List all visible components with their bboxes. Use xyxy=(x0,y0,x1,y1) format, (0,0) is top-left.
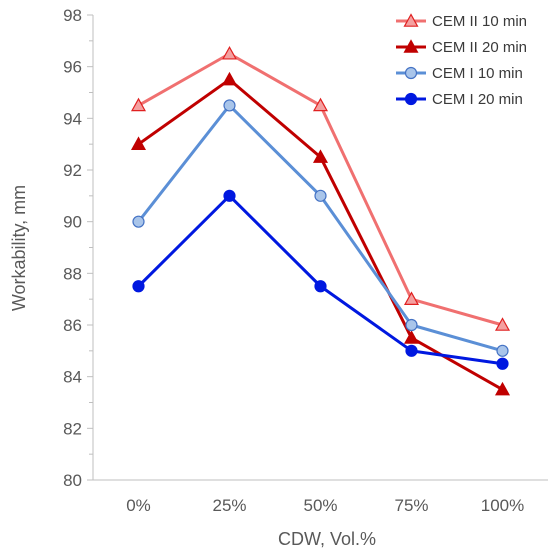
data-point xyxy=(405,344,418,357)
data-point xyxy=(312,97,329,112)
y-tick-label: 98 xyxy=(63,6,82,25)
legend-marker xyxy=(403,39,419,53)
data-point xyxy=(132,215,145,228)
data-point xyxy=(494,381,511,396)
series-3 xyxy=(132,99,509,357)
data-point xyxy=(496,344,509,357)
legend-label: CEM I 20 min xyxy=(432,91,523,108)
series-line xyxy=(137,194,503,366)
data-point xyxy=(403,291,420,305)
data-point xyxy=(132,280,145,293)
y-tick-label: 82 xyxy=(63,419,82,438)
y-tick-label: 84 xyxy=(63,368,82,387)
series-line xyxy=(137,103,503,353)
legend-item: CEM II 10 min xyxy=(396,13,527,30)
data-point xyxy=(314,189,327,202)
data-point xyxy=(223,99,236,112)
data-point xyxy=(403,330,420,344)
y-tick-label: 80 xyxy=(63,471,82,490)
series-2 xyxy=(130,71,511,396)
series-layer xyxy=(130,46,511,396)
y-axis-ticks: 80 82 84 86 88 90 92 94 96 98 xyxy=(63,6,93,490)
x-tick-label: 50% xyxy=(303,496,337,515)
x-axis-title: CDW, Vol.% xyxy=(278,529,376,549)
legend-marker xyxy=(404,66,418,80)
data-point xyxy=(496,357,509,370)
y-tick-label: 96 xyxy=(63,58,82,77)
x-axis-ticks: 0% 25% 50% 75% 100% xyxy=(126,496,524,515)
data-point xyxy=(494,317,511,331)
data-point xyxy=(314,280,327,293)
data-point xyxy=(221,71,238,86)
y-tick-label: 86 xyxy=(63,316,82,335)
y-axis-title: Workability, mm xyxy=(9,185,29,311)
y-tick-label: 92 xyxy=(63,161,82,180)
data-point xyxy=(223,189,236,202)
legend-item: CEM I 20 min xyxy=(396,91,523,108)
legend-item: CEM I 10 min xyxy=(396,65,523,82)
x-tick-label: 0% xyxy=(126,496,151,515)
y-tick-label: 88 xyxy=(63,264,82,283)
series-line xyxy=(137,78,504,391)
y-tick-label: 94 xyxy=(63,109,82,128)
legend-label: CEM II 20 min xyxy=(432,39,527,56)
legend: CEM II 10 min CEM II 20 min CEM I 10 min CE… xyxy=(396,13,527,108)
legend-marker xyxy=(404,92,418,106)
data-point xyxy=(312,149,329,163)
data-point xyxy=(221,46,238,60)
x-tick-label: 100% xyxy=(481,496,524,515)
legend-item: CEM II 20 min xyxy=(396,39,527,56)
data-point xyxy=(405,318,418,332)
legend-marker xyxy=(403,13,419,27)
series-4 xyxy=(132,189,509,370)
y-tick-label: 90 xyxy=(63,213,82,232)
data-point xyxy=(130,136,147,150)
x-tick-label: 75% xyxy=(394,496,428,515)
legend-label: CEM II 10 min xyxy=(432,13,527,30)
data-point xyxy=(130,97,147,112)
series-1 xyxy=(130,46,511,331)
legend-label: CEM I 10 min xyxy=(432,65,523,82)
x-tick-label: 25% xyxy=(212,496,246,515)
